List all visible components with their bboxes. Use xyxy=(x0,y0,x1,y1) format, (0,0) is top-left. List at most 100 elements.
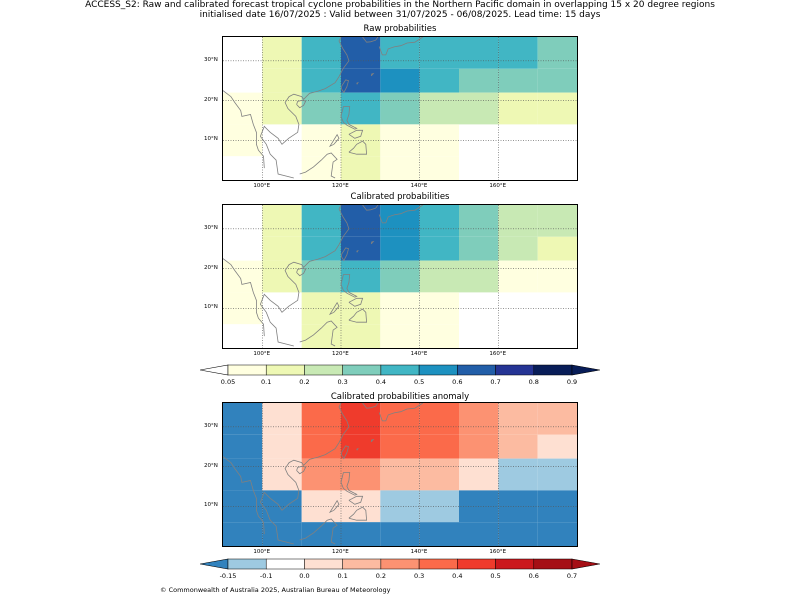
colorbar-prob-segment xyxy=(418,364,458,376)
colorbar-prob-label: 0.3 xyxy=(337,378,348,386)
colorbar-prob-label: 0.9 xyxy=(566,378,578,386)
copyright-notice: © Commonwealth of Australia 2025, Austra… xyxy=(160,586,391,594)
coastline xyxy=(328,499,340,514)
figure-title: ACCESS_S2: Raw and calibrated forecast t… xyxy=(85,0,715,10)
anomaly-cell-r1-c1 xyxy=(262,434,302,459)
calibrated-cell-r2-c6 xyxy=(459,260,499,293)
map-panel-calibrated xyxy=(222,204,578,349)
colorbar-prob-segment xyxy=(533,364,573,376)
colorbar-prob-over-extend xyxy=(571,364,600,376)
calibrated-cell-r2-c0 xyxy=(223,260,263,293)
calibrated-cell-r1-c5 xyxy=(419,236,459,261)
coastline xyxy=(223,90,265,169)
raw-cell-r2-c4 xyxy=(380,92,420,125)
lat-tick-label: 20°N xyxy=(204,96,218,103)
colorbar-prob-label: 0.5 xyxy=(413,378,425,386)
lon-tick-label: 100°E xyxy=(253,351,271,357)
coastline xyxy=(328,133,340,148)
colorbar-anom-segment xyxy=(342,558,382,570)
coastline xyxy=(348,495,364,505)
anomaly-cell-r1-c0 xyxy=(223,434,263,459)
calibrated-cell-r0-c1 xyxy=(262,205,302,237)
panel-title-raw: Raw probabilities xyxy=(363,24,437,34)
colorbar-anom-segment xyxy=(265,558,305,570)
lat-tick-label: 10°N xyxy=(204,304,218,311)
raw-cell-r4-c4 xyxy=(380,156,420,180)
colorbar-anomaly xyxy=(200,557,600,571)
raw-cell-r1-c5 xyxy=(419,68,459,93)
colorbar-anom-label: 0.6 xyxy=(528,572,539,580)
lon-tick-label: 100°E xyxy=(253,183,271,189)
colorbar-anom-label: 0.3 xyxy=(413,572,425,580)
anomaly-cell-r2-c6 xyxy=(459,458,499,491)
calibrated-cell-r4-c5 xyxy=(419,324,459,348)
colorbar-anom-segment xyxy=(418,558,458,570)
anomaly-cell-r4-c3 xyxy=(341,522,381,546)
coastline xyxy=(259,37,350,179)
colorbar-anom-over-extend xyxy=(571,558,600,570)
anomaly-cell-r1-c3 xyxy=(341,434,381,459)
anomaly-cell-r4-c4 xyxy=(380,522,420,546)
coastline xyxy=(296,465,307,475)
anomaly-cell-r2-c8 xyxy=(537,458,577,491)
colorbar-prob-segment xyxy=(380,364,420,376)
raw-cell-r2-c1 xyxy=(262,92,302,125)
lat-tick-label: 30°N xyxy=(204,56,218,63)
raw-cell-r1-c6 xyxy=(459,68,499,93)
colorbar-prob-segment xyxy=(265,364,305,376)
colorbar-anom-label: 0.0 xyxy=(299,572,310,580)
coastline xyxy=(340,274,358,298)
anomaly-cell-r3-c8 xyxy=(537,490,577,523)
coastline xyxy=(341,445,349,460)
anomaly-cell-r0-c2 xyxy=(301,403,341,435)
coastline xyxy=(362,403,379,409)
coastline xyxy=(370,72,375,77)
lon-tick-label: 140°E xyxy=(410,549,428,555)
calibrated-cell-r0-c3 xyxy=(341,205,381,237)
coastline xyxy=(362,205,379,211)
raw-cell-r1-c2 xyxy=(301,68,341,93)
colorbar-anom-segment xyxy=(457,558,496,570)
lat-tick-label: 30°N xyxy=(204,422,218,429)
raw-cell-r0-c6 xyxy=(459,37,499,69)
raw-cell-r0-c1 xyxy=(262,37,302,69)
anomaly-cell-r0-c5 xyxy=(419,403,459,435)
anomaly-cell-r0-c6 xyxy=(459,403,499,435)
map-panel-raw xyxy=(222,36,578,181)
lon-tick-label: 140°E xyxy=(410,183,428,189)
lon-tick-label: 100°E xyxy=(253,549,271,555)
colorbar-anom-label: 0.4 xyxy=(452,572,463,580)
lon-tick-label: 160°E xyxy=(489,351,507,357)
anomaly-cell-r4-c7 xyxy=(498,522,538,546)
colorbar-prob-label: 0.8 xyxy=(528,378,539,386)
calibrated-cell-r2-c2 xyxy=(301,260,341,293)
anomaly-cell-r4-c8 xyxy=(537,522,577,546)
raw-cell-r0-c5 xyxy=(419,37,459,69)
anomaly-cell-r2-c4 xyxy=(380,458,420,491)
raw-cell-r1-c1 xyxy=(262,68,302,93)
coastline xyxy=(378,37,424,56)
anomaly-cell-r0-c7 xyxy=(498,403,538,435)
anomaly-cell-r4-c6 xyxy=(459,522,499,546)
calibrated-cell-r0-c7 xyxy=(498,205,538,237)
coastline xyxy=(356,447,359,451)
anomaly-cell-r4-c5 xyxy=(419,522,459,546)
raw-cell-r2-c7 xyxy=(498,92,538,125)
raw-cell-r1-c3 xyxy=(341,68,381,93)
anomaly-cell-r4-c1 xyxy=(262,522,302,546)
anomaly-cell-r1-c4 xyxy=(380,434,420,459)
colorbar-anom-label: 0.1 xyxy=(337,572,348,580)
lon-tick-label: 120°E xyxy=(332,549,349,555)
colorbar-anom-segment xyxy=(495,558,535,570)
calibrated-cell-r2-c5 xyxy=(419,260,459,293)
coastline xyxy=(296,267,307,277)
raw-cell-r0-c8 xyxy=(537,37,577,69)
raw-cell-r2-c0 xyxy=(223,92,263,125)
calibrated-cell-r2-c1 xyxy=(262,260,302,293)
anomaly-cell-r1-c8 xyxy=(537,434,577,459)
calibrated-cell-r0-c6 xyxy=(459,205,499,237)
coastline xyxy=(362,37,379,43)
coastline xyxy=(348,129,364,139)
calibrated-cell-r0-c2 xyxy=(301,205,341,237)
colorbar-anom-segment xyxy=(304,558,343,570)
